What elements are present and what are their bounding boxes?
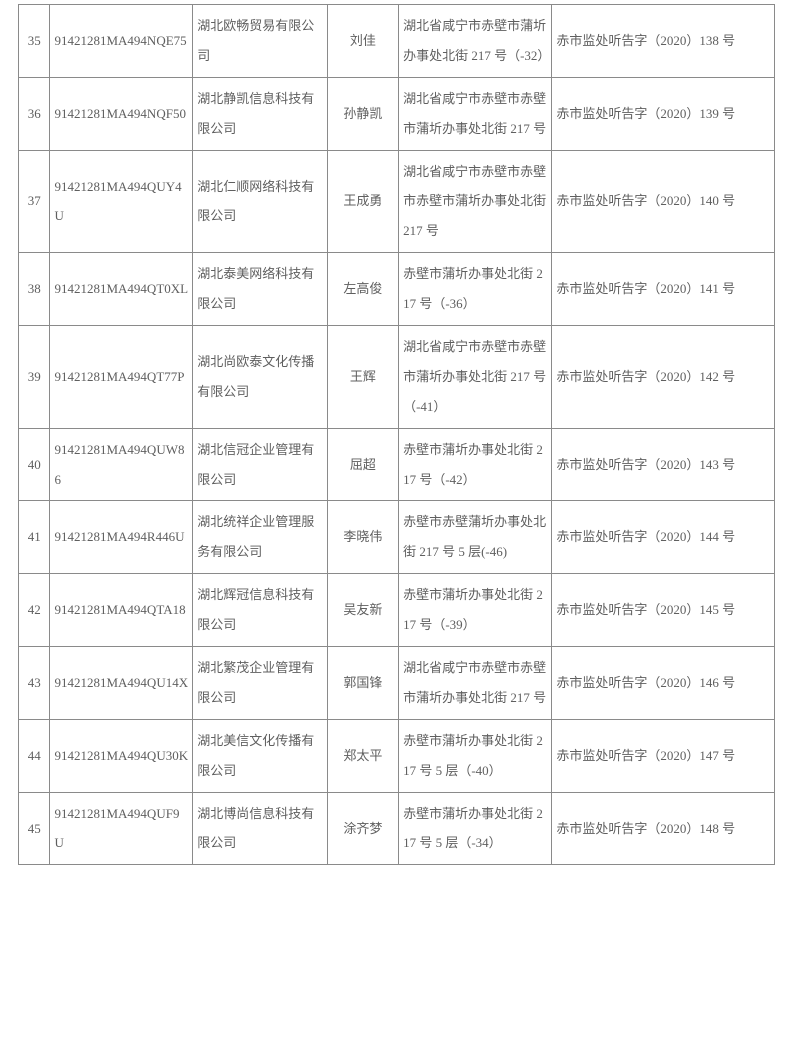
cell-code: 91421281MA494NQE75 bbox=[50, 5, 193, 78]
cell-code: 91421281MA494QU30K bbox=[50, 719, 193, 792]
table-row: 4591421281MA494QUF9U湖北博尚信息科技有限公司涂齐梦赤壁市蒲圻… bbox=[19, 792, 775, 865]
cell-company: 湖北欧畅贸易有限公司 bbox=[193, 5, 327, 78]
cell-person: 左高俊 bbox=[327, 253, 398, 326]
cell-no: 38 bbox=[19, 253, 50, 326]
cell-code: 91421281MA494QU14X bbox=[50, 647, 193, 720]
cell-doc: 赤市监处听告字（2020）144 号 bbox=[552, 501, 775, 574]
table-row: 4491421281MA494QU30K湖北美信文化传播有限公司郑太平赤壁市蒲圻… bbox=[19, 719, 775, 792]
cell-addr: 湖北省咸宁市赤壁市赤壁市蒲圻办事处北街 217 号 bbox=[399, 647, 552, 720]
table-row: 3691421281MA494NQF50湖北静凯信息科技有限公司孙静凯湖北省咸宁… bbox=[19, 77, 775, 150]
cell-code: 91421281MA494QT77P bbox=[50, 326, 193, 429]
table-row: 3891421281MA494QT0XL湖北泰美网络科技有限公司左高俊赤壁市蒲圻… bbox=[19, 253, 775, 326]
cell-company: 湖北信冠企业管理有限公司 bbox=[193, 428, 327, 501]
cell-no: 36 bbox=[19, 77, 50, 150]
cell-no: 43 bbox=[19, 647, 50, 720]
cell-doc: 赤市监处听告字（2020）140 号 bbox=[552, 150, 775, 253]
cell-code: 91421281MA494R446U bbox=[50, 501, 193, 574]
cell-doc: 赤市监处听告字（2020）141 号 bbox=[552, 253, 775, 326]
cell-company: 湖北辉冠信息科技有限公司 bbox=[193, 574, 327, 647]
table-row: 4091421281MA494QUW86湖北信冠企业管理有限公司屈超赤壁市蒲圻办… bbox=[19, 428, 775, 501]
cell-addr: 赤壁市蒲圻办事处北街 217 号（-39） bbox=[399, 574, 552, 647]
cell-person: 郑太平 bbox=[327, 719, 398, 792]
cell-doc: 赤市监处听告字（2020）139 号 bbox=[552, 77, 775, 150]
cell-doc: 赤市监处听告字（2020）147 号 bbox=[552, 719, 775, 792]
cell-company: 湖北泰美网络科技有限公司 bbox=[193, 253, 327, 326]
cell-company: 湖北美信文化传播有限公司 bbox=[193, 719, 327, 792]
cell-company: 湖北尚欧泰文化传播有限公司 bbox=[193, 326, 327, 429]
cell-addr: 赤壁市蒲圻办事处北街 217 号 5 层（-40） bbox=[399, 719, 552, 792]
cell-code: 91421281MA494NQF50 bbox=[50, 77, 193, 150]
cell-code: 91421281MA494QUY4U bbox=[50, 150, 193, 253]
cell-addr: 赤壁市蒲圻办事处北街 217 号 5 层（-34） bbox=[399, 792, 552, 865]
data-table: 3591421281MA494NQE75湖北欧畅贸易有限公司刘佳湖北省咸宁市赤壁… bbox=[18, 4, 775, 865]
cell-person: 吴友新 bbox=[327, 574, 398, 647]
cell-person: 涂齐梦 bbox=[327, 792, 398, 865]
cell-company: 湖北统祥企业管理服务有限公司 bbox=[193, 501, 327, 574]
cell-no: 40 bbox=[19, 428, 50, 501]
cell-company: 湖北博尚信息科技有限公司 bbox=[193, 792, 327, 865]
cell-addr: 湖北省咸宁市赤壁市赤壁市赤壁市蒲圻办事处北街 217 号 bbox=[399, 150, 552, 253]
cell-doc: 赤市监处听告字（2020）143 号 bbox=[552, 428, 775, 501]
cell-no: 39 bbox=[19, 326, 50, 429]
cell-code: 91421281MA494QUF9U bbox=[50, 792, 193, 865]
table-row: 4391421281MA494QU14X湖北繁茂企业管理有限公司郭国锋湖北省咸宁… bbox=[19, 647, 775, 720]
table-row: 4191421281MA494R446U湖北统祥企业管理服务有限公司李晓伟赤壁市… bbox=[19, 501, 775, 574]
cell-doc: 赤市监处听告字（2020）146 号 bbox=[552, 647, 775, 720]
cell-code: 91421281MA494QTA18 bbox=[50, 574, 193, 647]
cell-addr: 湖北省咸宁市赤壁市蒲圻办事处北街 217 号（-32） bbox=[399, 5, 552, 78]
cell-addr: 赤壁市蒲圻办事处北街 217 号（-42） bbox=[399, 428, 552, 501]
cell-no: 35 bbox=[19, 5, 50, 78]
cell-doc: 赤市监处听告字（2020）145 号 bbox=[552, 574, 775, 647]
cell-person: 李晓伟 bbox=[327, 501, 398, 574]
cell-addr: 赤壁市赤壁蒲圻办事处北街 217 号 5 层(-46) bbox=[399, 501, 552, 574]
cell-code: 91421281MA494QUW86 bbox=[50, 428, 193, 501]
cell-no: 42 bbox=[19, 574, 50, 647]
cell-person: 王成勇 bbox=[327, 150, 398, 253]
cell-addr: 湖北省咸宁市赤壁市赤壁市蒲圻办事处北街 217 号 bbox=[399, 77, 552, 150]
cell-company: 湖北繁茂企业管理有限公司 bbox=[193, 647, 327, 720]
cell-doc: 赤市监处听告字（2020）138 号 bbox=[552, 5, 775, 78]
cell-addr: 湖北省咸宁市赤壁市赤壁市蒲圻办事处北街 217 号（-41） bbox=[399, 326, 552, 429]
table-row: 3791421281MA494QUY4U湖北仁顺网络科技有限公司王成勇湖北省咸宁… bbox=[19, 150, 775, 253]
cell-no: 45 bbox=[19, 792, 50, 865]
cell-person: 屈超 bbox=[327, 428, 398, 501]
cell-doc: 赤市监处听告字（2020）142 号 bbox=[552, 326, 775, 429]
cell-no: 41 bbox=[19, 501, 50, 574]
cell-person: 刘佳 bbox=[327, 5, 398, 78]
page-wrap: 3591421281MA494NQE75湖北欧畅贸易有限公司刘佳湖北省咸宁市赤壁… bbox=[0, 0, 793, 869]
cell-company: 湖北静凯信息科技有限公司 bbox=[193, 77, 327, 150]
cell-no: 44 bbox=[19, 719, 50, 792]
table-row: 3591421281MA494NQE75湖北欧畅贸易有限公司刘佳湖北省咸宁市赤壁… bbox=[19, 5, 775, 78]
cell-doc: 赤市监处听告字（2020）148 号 bbox=[552, 792, 775, 865]
cell-person: 王辉 bbox=[327, 326, 398, 429]
cell-no: 37 bbox=[19, 150, 50, 253]
table-row: 4291421281MA494QTA18湖北辉冠信息科技有限公司吴友新赤壁市蒲圻… bbox=[19, 574, 775, 647]
cell-person: 郭国锋 bbox=[327, 647, 398, 720]
cell-addr: 赤壁市蒲圻办事处北街 217 号（-36） bbox=[399, 253, 552, 326]
table-row: 3991421281MA494QT77P湖北尚欧泰文化传播有限公司王辉湖北省咸宁… bbox=[19, 326, 775, 429]
cell-company: 湖北仁顺网络科技有限公司 bbox=[193, 150, 327, 253]
cell-person: 孙静凯 bbox=[327, 77, 398, 150]
cell-code: 91421281MA494QT0XL bbox=[50, 253, 193, 326]
table-body: 3591421281MA494NQE75湖北欧畅贸易有限公司刘佳湖北省咸宁市赤壁… bbox=[19, 5, 775, 865]
